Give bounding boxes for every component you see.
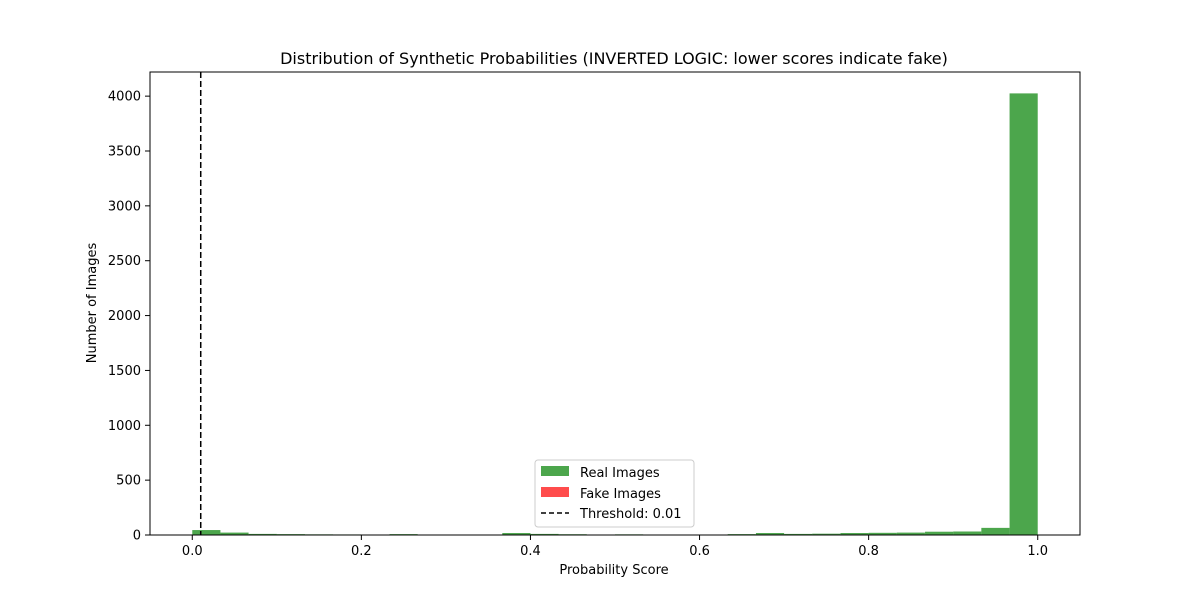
histogram-bar	[925, 531, 954, 535]
x-tick-label: 1.0	[1027, 544, 1048, 559]
histogram-bar	[868, 532, 897, 535]
y-axis: 0 500 1000 1500 2000 2500 3000 3500 4000	[108, 90, 150, 544]
x-axis: 0.0 0.2 0.4 0.6 0.8 1.0	[182, 535, 1048, 559]
y-tick-label: 4000	[108, 90, 141, 105]
legend-swatch-real	[541, 466, 569, 476]
legend-swatch-fake	[541, 487, 569, 497]
histogram-bar	[755, 533, 785, 535]
histogram-bar	[812, 533, 841, 535]
y-tick-label: 2500	[108, 254, 141, 269]
histogram-bar	[502, 533, 531, 535]
y-axis-label: Number of Images	[85, 243, 100, 364]
plot-frame	[149, 71, 1081, 536]
histogram-bar	[953, 531, 982, 535]
histogram-bar	[248, 533, 277, 535]
x-axis-label: Probability Score	[559, 563, 668, 578]
histogram-bar	[896, 532, 925, 535]
legend-label-real: Real Images	[580, 466, 660, 481]
x-tick-label: 0.0	[182, 544, 203, 559]
y-tick-label: 2000	[108, 309, 141, 324]
histogram-bar	[981, 527, 1010, 535]
y-tick-label: 500	[116, 474, 141, 489]
x-tick-label: 0.6	[689, 544, 710, 559]
legend-label-threshold: Threshold: 0.01	[579, 507, 682, 522]
histogram-bar	[192, 530, 221, 535]
histogram-bar	[840, 533, 869, 535]
y-tick-label: 1000	[108, 419, 141, 434]
x-tick-label: 0.8	[858, 544, 879, 559]
y-tick-label: 3000	[108, 199, 141, 214]
chart-title: Distribution of Synthetic Probabilities …	[280, 49, 948, 68]
y-tick-label: 1500	[108, 364, 141, 379]
x-tick-label: 0.4	[520, 544, 541, 559]
y-tick-label: 0	[133, 529, 141, 544]
histogram-bar	[220, 532, 249, 535]
histogram-bar	[784, 533, 813, 535]
legend-box	[534, 459, 695, 528]
y-tick-label: 3500	[108, 145, 141, 160]
legend: Real Images Fake Images Threshold: 0.01	[534, 459, 695, 528]
x-tick-label: 0.2	[351, 544, 372, 559]
histogram-bar	[530, 533, 559, 535]
histogram-bar	[1009, 93, 1038, 535]
legend-label-fake: Fake Images	[580, 487, 661, 502]
